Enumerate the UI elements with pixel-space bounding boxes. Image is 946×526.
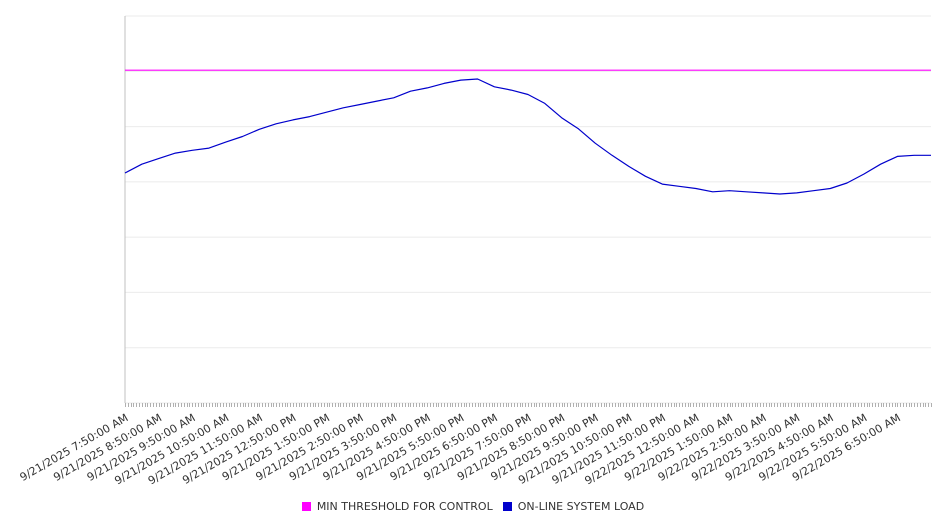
legend-item-threshold[interactable]: MIN THRESHOLD FOR CONTROL bbox=[301, 499, 493, 513]
series-layer bbox=[124, 69, 931, 195]
legend-label-threshold: MIN THRESHOLD FOR CONTROL bbox=[316, 499, 493, 513]
chart-legend: MIN THRESHOLD FOR CONTROL ON-LINE SYSTEM… bbox=[0, 498, 946, 514]
x-axis-tick-labels: 9/21/2025 7:50:00 AM9/21/2025 8:50:00 AM… bbox=[18, 411, 903, 487]
system-load-line bbox=[124, 78, 931, 195]
legend-swatch-threshold bbox=[301, 501, 311, 511]
legend-label-system-load: ON-LINE SYSTEM LOAD bbox=[517, 499, 645, 513]
grid-lines bbox=[125, 15, 931, 404]
legend-swatch-system-load bbox=[502, 501, 512, 511]
x-axis-minor-ticks bbox=[125, 403, 932, 407]
legend-item-system-load[interactable]: ON-LINE SYSTEM LOAD bbox=[502, 499, 645, 513]
